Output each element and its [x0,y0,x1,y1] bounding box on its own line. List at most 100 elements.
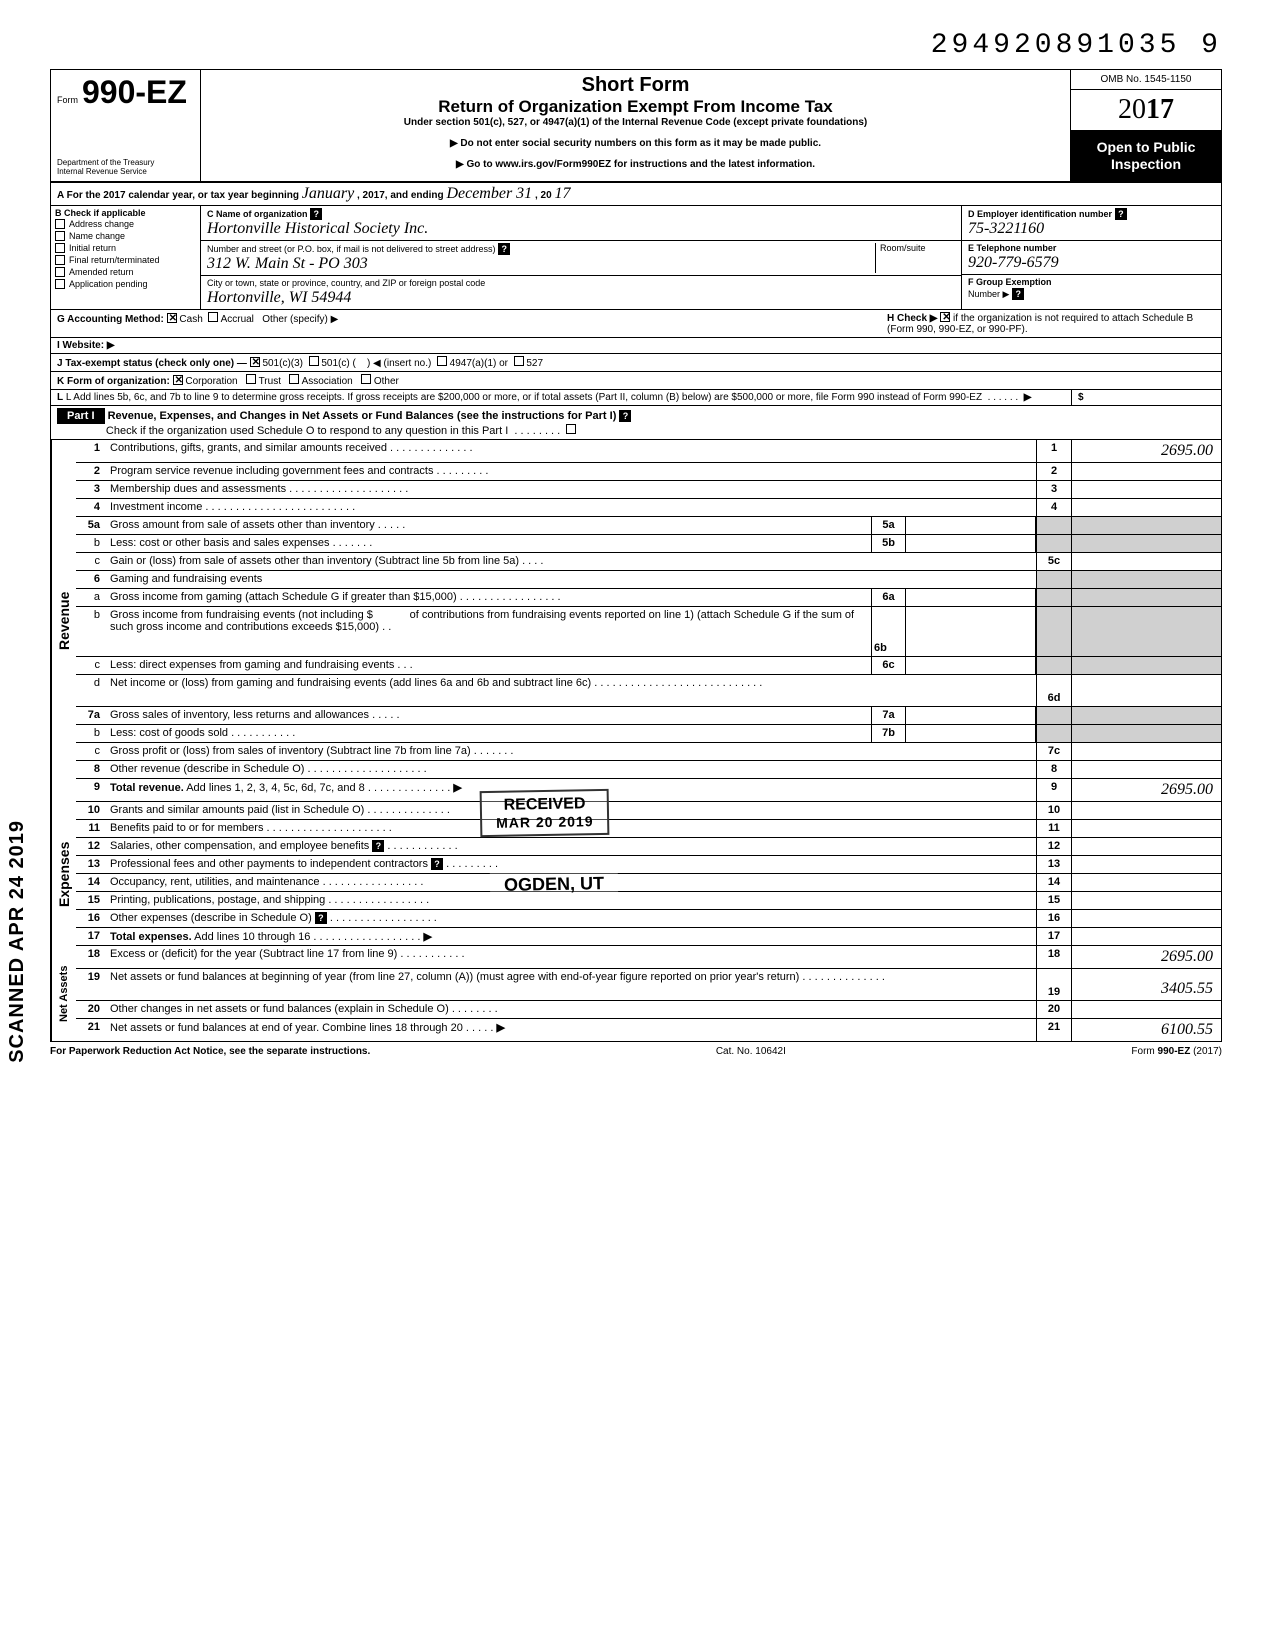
note-url: ▶ Go to www.irs.gov/Form990EZ for instru… [211,159,1060,170]
line-3: 3 Membership dues and assessments . . . … [76,481,1221,499]
group-ex-label2: Number ▶ [968,289,1009,299]
line-num: 15 [76,892,106,909]
line-num: 2 [76,463,106,480]
line-num: 10 [76,802,106,819]
cb-527[interactable] [514,356,524,366]
form-word: Form [57,95,78,105]
ein-label: D Employer identification number [968,209,1112,219]
footer-left: For Paperwork Reduction Act Notice, see … [50,1046,370,1057]
end-num: 11 [1036,820,1071,837]
line-9: 9 Total revenue. Add lines 1, 2, 3, 4, 5… [76,779,1221,802]
mid-val [906,725,1036,742]
501c-label: 501(c) ( [321,358,355,369]
line-desc: Other revenue (describe in Schedule O) [110,763,304,775]
line-17: 17 Total expenses. Add lines 10 through … [76,928,1221,946]
line-10: 10 Grants and similar amounts paid (list… [76,802,1221,820]
end-val [1071,675,1221,706]
line-g-label: G Accounting Method: [57,314,164,325]
cb-assoc[interactable] [289,374,299,384]
end-num: 7c [1036,743,1071,760]
cb-trust[interactable] [246,374,256,384]
cb-501c3[interactable] [250,357,260,367]
open-public-badge: Open to Public Inspection [1071,131,1221,181]
line-desc: Gross income from gaming (attach Schedul… [110,591,457,603]
line-18: 18 Excess or (deficit) for the year (Sub… [76,946,1221,969]
line-6d: d Net income or (loss) from gaming and f… [76,675,1221,707]
line-j: J Tax-exempt status (check only one) — 5… [51,354,1221,372]
city-label: City or town, state or province, country… [207,278,485,288]
end-num: 2 [1036,463,1071,480]
line-a-begin: January [302,185,354,202]
cb-label: Initial return [69,243,116,253]
end-val [1071,553,1221,570]
cb-other[interactable] [361,374,371,384]
cb-name-change[interactable]: Name change [55,230,196,242]
form-header: Form 990-EZ Department of the Treasury I… [51,70,1221,183]
mid-val [906,517,1036,534]
cb-address-change[interactable]: Address change [55,218,196,230]
cash-label: Cash [179,314,202,325]
block-b-title: B Check if applicable [55,208,196,218]
line-a-suffix: , 20 [535,190,552,201]
line-k: K Form of organization: Corporation Trus… [51,372,1221,390]
other-label: Other (specify) ▶ [262,314,338,325]
end-val [1071,910,1221,927]
end-num [1036,607,1071,656]
cb-final-return[interactable]: Final return/terminated [55,254,196,266]
expenses-section: Expenses 10 Grants and similar amounts p… [51,802,1221,946]
cb-accrual[interactable] [208,312,218,322]
line-a-prefix: A For the 2017 calendar year, or tax yea… [57,190,299,201]
line-8: 8 Other revenue (describe in Schedule O)… [76,761,1221,779]
end-num [1036,657,1071,674]
cb-label: Amended return [69,267,134,277]
dept-irs: Internal Revenue Service [57,168,194,177]
line-j-label: J Tax-exempt status (check only one) — [57,358,247,369]
cb-501c[interactable] [309,356,319,366]
end-num: 21 [1036,1019,1071,1041]
section-bcdef: B Check if applicable Address change Nam… [51,206,1221,310]
expenses-side-label: Expenses [51,802,76,946]
line-desc: Printing, publications, postage, and shi… [110,894,325,906]
line-7a: 7a Gross sales of inventory, less return… [76,707,1221,725]
netassets-section: Net Assets 18 Excess or (deficit) for th… [51,946,1221,1041]
line-15: 15 Printing, publications, postage, and … [76,892,1221,910]
line-12: 12 Salaries, other compensation, and emp… [76,838,1221,856]
line-desc: Gross profit or (loss) from sales of inv… [110,745,471,757]
line-desc: Net assets or fund balances at beginning… [110,971,799,983]
received-date: MAR 20 2019 [496,813,594,831]
line-num: 12 [76,838,106,855]
form-title: Return of Organization Exempt From Incom… [211,97,1060,117]
cb-corp[interactable] [173,375,183,385]
part-1-label: Part I [57,408,105,424]
line-num: 16 [76,910,106,927]
cb-initial-return[interactable]: Initial return [55,242,196,254]
line-num: 21 [76,1019,106,1041]
cb-amended[interactable]: Amended return [55,266,196,278]
cb-4947[interactable] [437,356,447,366]
line-desc: Gain or (loss) from sale of assets other… [110,555,519,567]
omb-number: OMB No. 1545-1150 [1071,70,1221,90]
end-val [1071,535,1221,552]
end-val [1071,802,1221,819]
mid-num: 6a [871,589,906,606]
cb-schedule-b[interactable] [940,312,950,322]
end-val [1071,856,1221,873]
end-num [1036,725,1071,742]
line-num: 4 [76,499,106,516]
street-label: Number and street (or P.O. box, if mail … [207,244,495,254]
mid-val [906,535,1036,552]
group-ex-label: F Group Exemption [968,277,1052,287]
end-val [1071,499,1221,516]
cb-pending[interactable]: Application pending [55,278,196,290]
end-val [1071,481,1221,498]
mid-val [906,589,1036,606]
cb-cash[interactable] [167,313,177,323]
line-num: 8 [76,761,106,778]
help-icon: ? [498,243,510,255]
cb-schedule-o[interactable] [566,424,576,434]
end-num: 12 [1036,838,1071,855]
form-subtitle: Under section 501(c), 527, or 4947(a)(1)… [211,117,1060,128]
mid-num: 5b [871,535,906,552]
help-icon: ? [315,912,327,924]
line-13: 13 Professional fees and other payments … [76,856,1221,874]
